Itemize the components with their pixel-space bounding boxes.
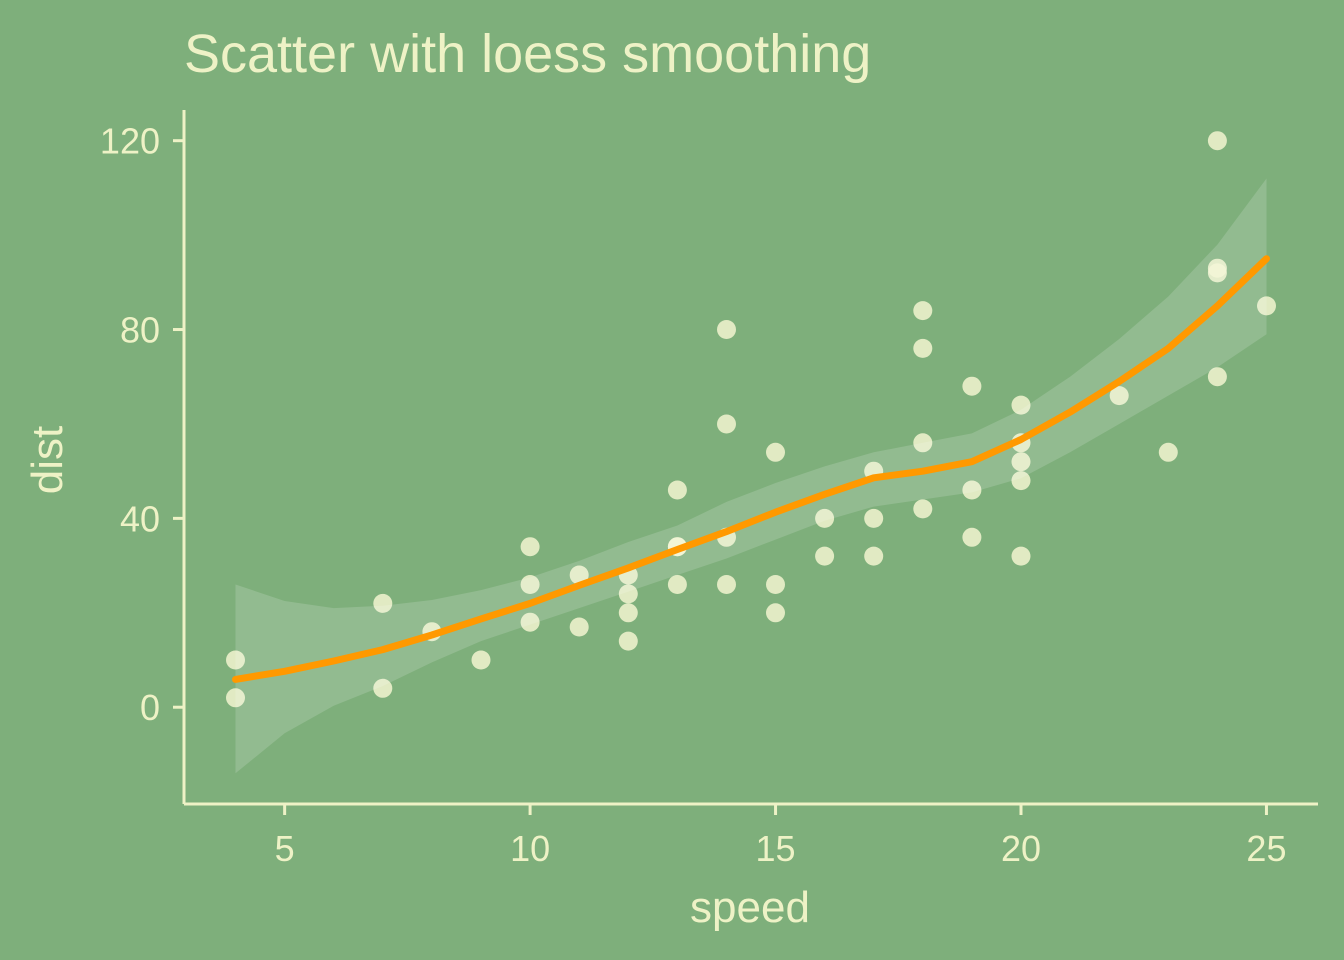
x-tick-label: 15: [756, 828, 796, 869]
x-axis-label: speed: [690, 883, 810, 932]
x-tick-label: 25: [1246, 828, 1286, 869]
loess-line: [232, 255, 1270, 683]
axes: 5 10 15 20 25 0 40 80 120: [100, 110, 1318, 869]
data-point: [913, 338, 933, 358]
data-point: [520, 612, 540, 632]
data-point: [766, 442, 785, 462]
data-point: [815, 546, 835, 566]
data-point: [766, 603, 785, 623]
data-point: [226, 650, 245, 670]
x-tick-label: 5: [275, 828, 295, 869]
x-tick-label: 10: [510, 828, 550, 869]
data-point: [1207, 131, 1227, 151]
data-point: [717, 575, 736, 594]
data-point: [1011, 471, 1031, 491]
y-axis-label: dist: [23, 426, 72, 494]
data-point: [667, 575, 687, 594]
data-point: [913, 499, 933, 519]
y-tick-label: 80: [120, 310, 160, 351]
data-point: [864, 546, 884, 566]
data-point: [569, 565, 589, 585]
data-point: [618, 631, 638, 651]
data-point: [373, 678, 393, 698]
data-point: [618, 584, 638, 604]
x-tick-label: 20: [1001, 828, 1041, 869]
data-point: [766, 575, 785, 594]
data-point: [717, 414, 736, 434]
data-point: [1158, 442, 1178, 462]
data-point: [618, 603, 638, 623]
data-point: [569, 617, 589, 637]
chart-title: Scatter with loess smoothing: [184, 24, 871, 84]
y-tick-label: 120: [100, 121, 160, 162]
data-point: [1011, 395, 1031, 415]
data-point: [717, 320, 736, 339]
plot-area: [226, 131, 1276, 774]
data-point: [962, 527, 982, 547]
data-point: [667, 480, 687, 500]
data-point: [815, 508, 835, 528]
data-point: [471, 650, 491, 670]
data-point: [864, 508, 884, 528]
data-point: [520, 537, 540, 557]
data-point: [1207, 258, 1227, 278]
data-point: [913, 433, 933, 453]
data-point: [962, 480, 982, 500]
data-point: [1109, 386, 1129, 406]
data-point: [1207, 367, 1227, 387]
data-point: [1011, 452, 1031, 472]
data-point: [520, 575, 540, 594]
data-point: [913, 301, 933, 321]
data-point: [373, 593, 393, 613]
data-point: [226, 688, 245, 708]
confidence-band: [235, 178, 1267, 774]
data-point: [1011, 546, 1031, 566]
data-point: [962, 376, 982, 396]
y-tick-label: 40: [120, 498, 160, 539]
y-tick-label: 0: [140, 687, 160, 728]
data-point: [1257, 296, 1276, 316]
